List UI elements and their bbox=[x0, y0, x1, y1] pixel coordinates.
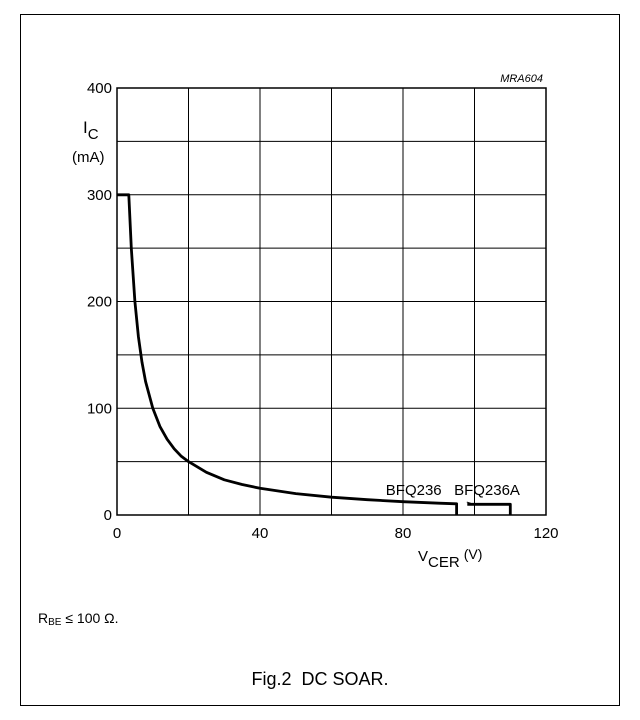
y-axis-unit: (mA) bbox=[72, 149, 105, 166]
x-tick-label: 40 bbox=[252, 525, 269, 542]
x-tick-label: 80 bbox=[395, 525, 412, 542]
figure-frame bbox=[20, 14, 620, 706]
series-line-bfq236 bbox=[117, 193, 458, 515]
series-line-bfq236a bbox=[467, 502, 512, 515]
curve-label-bfq236: BFQ236 bbox=[386, 482, 442, 499]
rbe-condition-note: RBE ≤ 100 Ω. bbox=[38, 610, 119, 628]
y-tick-label: 0 bbox=[104, 507, 112, 524]
curve-label-leader bbox=[394, 500, 397, 503]
x-tick-label: 0 bbox=[113, 525, 121, 542]
y-axis-label: IC bbox=[83, 118, 99, 143]
y-tick-label: 300 bbox=[87, 187, 112, 204]
tick-labels: 0 40 80 120 0 100 200 300 400 bbox=[87, 80, 559, 542]
curve-label-bfq236a: BFQ236A bbox=[454, 482, 520, 499]
figure-code: MRA604 bbox=[500, 73, 543, 85]
x-axis-label: VCER (V) bbox=[418, 546, 482, 571]
x-tick-label: 120 bbox=[533, 525, 558, 542]
y-tick-label: 400 bbox=[87, 80, 112, 97]
curve-labels: BFQ236 BFQ236A bbox=[386, 482, 520, 504]
series-layer bbox=[117, 193, 512, 515]
y-tick-label: 100 bbox=[87, 400, 112, 417]
y-tick-label: 200 bbox=[87, 294, 112, 311]
grid bbox=[116, 87, 547, 516]
figure-caption: Fig.2 DC SOAR. bbox=[251, 669, 389, 689]
curve-label-leader bbox=[466, 501, 472, 504]
plot-area bbox=[116, 87, 547, 516]
soar-chart: 0 40 80 120 0 100 200 300 400 BFQ236 BFQ236A MRA6… bbox=[72, 73, 559, 571]
